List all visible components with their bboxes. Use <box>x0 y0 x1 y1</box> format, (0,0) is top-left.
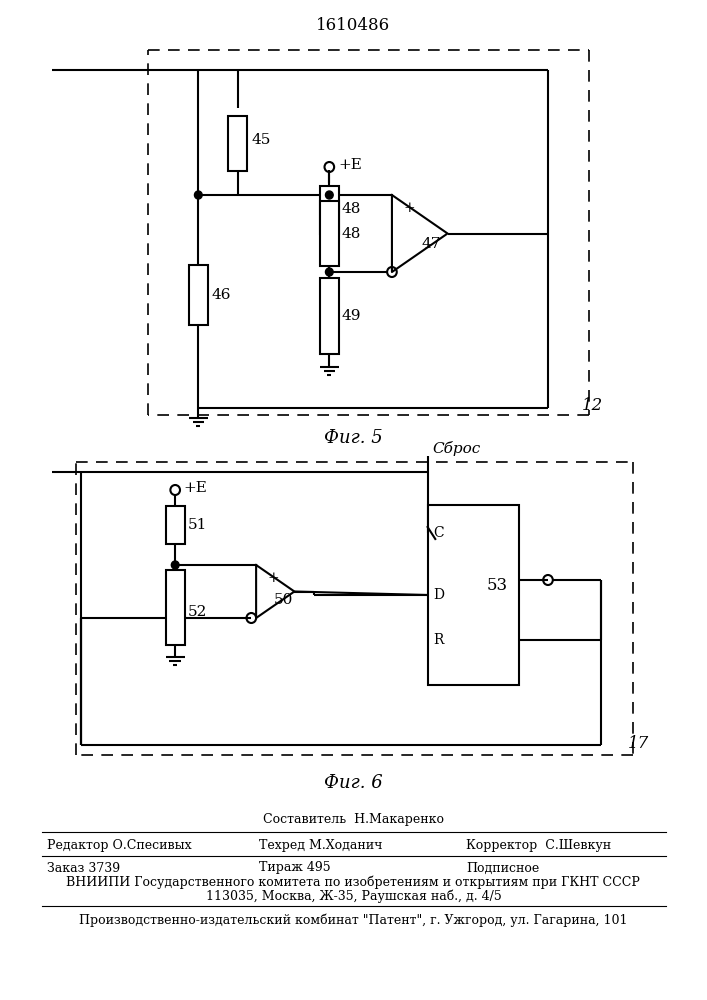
Text: Составитель  Н.Макаренко: Составитель Н.Макаренко <box>263 814 444 826</box>
Text: 46: 46 <box>212 288 231 302</box>
Text: C: C <box>433 526 444 540</box>
Circle shape <box>171 561 179 569</box>
Text: 12: 12 <box>582 396 603 414</box>
Text: 17: 17 <box>628 734 649 752</box>
Text: 53: 53 <box>487 576 508 593</box>
Text: 1610486: 1610486 <box>316 16 390 33</box>
Text: 47: 47 <box>421 236 441 250</box>
Text: +: + <box>404 201 415 215</box>
Circle shape <box>325 268 333 276</box>
Text: D: D <box>433 588 445 602</box>
Text: 48: 48 <box>342 227 361 240</box>
Bar <box>189 265 208 325</box>
Text: +E: +E <box>184 481 208 495</box>
Text: 45: 45 <box>251 133 271 147</box>
Circle shape <box>325 191 333 199</box>
Bar <box>165 570 185 645</box>
Text: 49: 49 <box>342 309 361 323</box>
Text: R: R <box>433 633 444 647</box>
Bar <box>228 115 247 170</box>
Text: Фиг. 6: Фиг. 6 <box>324 774 382 792</box>
Text: 113035, Москва, Ж-35, Раушская наб., д. 4/5: 113035, Москва, Ж-35, Раушская наб., д. … <box>206 889 501 903</box>
Circle shape <box>194 191 202 199</box>
Text: Тираж 495: Тираж 495 <box>259 861 331 874</box>
Text: 51: 51 <box>188 518 207 532</box>
Text: 48: 48 <box>342 202 361 216</box>
Text: Сброс: Сброс <box>433 442 481 456</box>
Text: 50: 50 <box>274 592 293 606</box>
Bar <box>320 278 339 354</box>
Text: +: + <box>268 571 279 585</box>
Text: +E: +E <box>338 158 362 172</box>
Text: Заказ 3739: Заказ 3739 <box>47 861 120 874</box>
Text: Корректор  С.Шевкун: Корректор С.Шевкун <box>466 838 612 852</box>
Bar <box>320 186 339 234</box>
Text: 52: 52 <box>188 605 207 619</box>
Bar <box>165 506 185 544</box>
Text: Производственно-издательский комбинат "Патент", г. Ужгород, ул. Гагарина, 101: Производственно-издательский комбинат "П… <box>79 913 628 927</box>
Text: Фиг. 5: Фиг. 5 <box>324 429 382 447</box>
Text: Подписное: Подписное <box>466 861 539 874</box>
Text: Редактор О.Спесивых: Редактор О.Спесивых <box>47 838 192 852</box>
Text: ВНИИПИ Государственного комитета по изобретениям и открытиям при ГКНТ СССР: ВНИИПИ Государственного комитета по изоб… <box>66 875 641 889</box>
Bar <box>428 505 519 685</box>
Text: Техред М.Ходанич: Техред М.Ходанич <box>259 838 382 852</box>
Bar <box>320 201 339 266</box>
